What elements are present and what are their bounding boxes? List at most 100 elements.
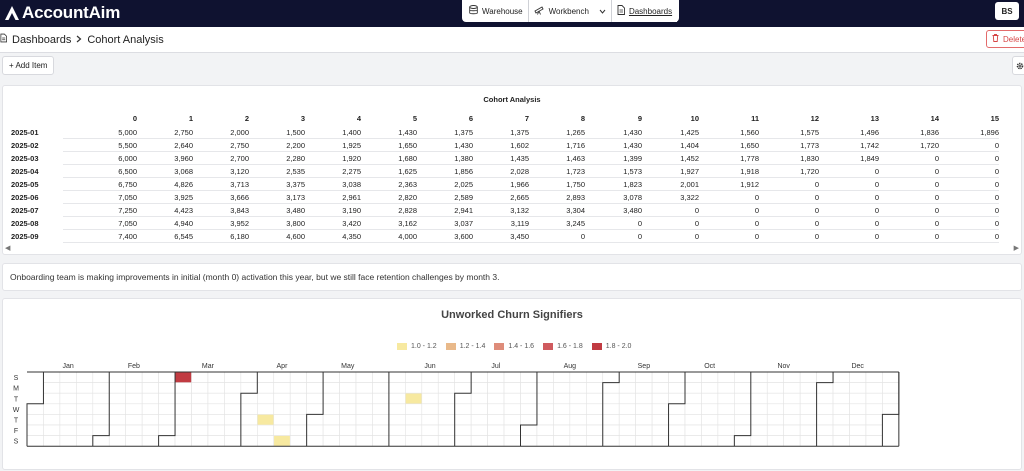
heatmap-day-cell[interactable] — [536, 382, 554, 394]
heatmap-day-cell[interactable] — [684, 414, 702, 426]
heatmap-day-cell[interactable] — [585, 392, 604, 405]
heatmap-day-cell[interactable] — [553, 371, 571, 383]
heatmap-day-cell[interactable] — [602, 403, 620, 415]
heatmap-day-cell[interactable] — [553, 382, 571, 394]
heatmap-value-cell[interactable] — [274, 435, 290, 446]
heatmap-day-cell[interactable] — [207, 424, 225, 436]
heatmap-day-cell[interactable] — [43, 382, 61, 394]
heatmap-day-cell[interactable] — [750, 382, 768, 394]
heatmap-day-cell[interactable] — [76, 424, 94, 436]
heatmap-day-cell[interactable] — [684, 403, 702, 415]
heatmap-day-cell[interactable] — [224, 414, 242, 426]
heatmap-day-cell[interactable] — [174, 414, 192, 426]
heatmap-day-cell[interactable] — [503, 414, 521, 426]
heatmap-day-cell[interactable] — [59, 414, 77, 426]
heatmap-day-cell[interactable] — [306, 414, 324, 426]
heatmap-day-cell[interactable] — [602, 392, 620, 405]
heatmap-day-cell[interactable] — [536, 435, 554, 447]
heatmap-day-cell[interactable] — [750, 424, 768, 436]
scroll-left-icon[interactable]: ◀ — [5, 245, 11, 252]
heatmap-day-cell[interactable] — [240, 424, 258, 436]
heatmap-day-cell[interactable] — [602, 382, 620, 394]
heatmap-value-cell[interactable] — [405, 393, 422, 404]
heatmap-day-cell[interactable] — [882, 403, 900, 415]
heatmap-day-cell[interactable] — [865, 414, 883, 426]
heatmap-day-cell[interactable] — [618, 382, 636, 394]
heatmap-day-cell[interactable] — [273, 414, 291, 426]
heatmap-day-cell[interactable] — [421, 435, 439, 447]
heatmap-day-cell[interactable] — [437, 382, 456, 394]
heatmap-day-cell[interactable] — [141, 392, 159, 405]
heatmap-day-cell[interactable] — [240, 403, 258, 415]
heatmap-day-cell[interactable] — [125, 392, 143, 405]
heatmap-day-cell[interactable] — [717, 392, 735, 405]
heatmap-day-cell[interactable] — [191, 403, 209, 415]
heatmap-day-cell[interactable] — [849, 435, 867, 447]
heatmap-day-cell[interactable] — [405, 424, 423, 436]
heatmap-day-cell[interactable] — [76, 403, 94, 415]
heatmap-day-cell[interactable] — [92, 392, 110, 405]
heatmap-day-cell[interactable] — [585, 382, 604, 394]
heatmap-day-cell[interactable] — [618, 435, 636, 447]
heatmap-day-cell[interactable] — [454, 435, 472, 447]
heatmap-day-cell[interactable] — [306, 392, 324, 405]
heatmap-day-cell[interactable] — [865, 435, 883, 447]
heatmap-day-cell[interactable] — [717, 435, 735, 447]
heatmap-day-cell[interactable] — [651, 403, 669, 415]
heatmap-day-cell[interactable] — [240, 414, 258, 426]
heatmap-day-cell[interactable] — [585, 435, 604, 447]
heatmap-day-cell[interactable] — [125, 414, 143, 426]
heatmap-day-cell[interactable] — [355, 435, 373, 447]
heatmap-day-cell[interactable] — [487, 424, 505, 436]
heatmap-day-cell[interactable] — [536, 403, 554, 415]
heatmap-day-cell[interactable] — [421, 414, 439, 426]
heatmap-day-cell[interactable] — [865, 403, 883, 415]
nav-workbench[interactable]: Workbench — [529, 0, 594, 22]
heatmap-day-cell[interactable] — [585, 403, 604, 415]
heatmap-day-cell[interactable] — [668, 435, 686, 447]
heatmap-day-cell[interactable] — [865, 382, 883, 394]
heatmap-day-cell[interactable] — [816, 403, 834, 415]
heatmap-day-cell[interactable] — [76, 382, 94, 394]
heatmap-day-cell[interactable] — [569, 435, 587, 447]
heatmap-day-cell[interactable] — [553, 403, 571, 415]
heatmap-day-cell[interactable] — [520, 392, 538, 405]
heatmap-day-cell[interactable] — [602, 371, 620, 383]
heatmap-day-cell[interactable] — [108, 414, 127, 426]
heatmap-day-cell[interactable] — [224, 403, 242, 415]
heatmap-day-cell[interactable] — [174, 424, 192, 436]
heatmap-day-cell[interactable] — [536, 371, 554, 383]
heatmap-day-cell[interactable] — [339, 424, 357, 436]
legend-item[interactable]: 1.6 - 1.8 — [543, 343, 583, 350]
heatmap-day-cell[interactable] — [59, 403, 77, 415]
heatmap-day-cell[interactable] — [783, 414, 801, 426]
heatmap-day-cell[interactable] — [59, 382, 77, 394]
heatmap-day-cell[interactable] — [289, 414, 307, 426]
heatmap-day-cell[interactable] — [191, 371, 209, 383]
heatmap-day-cell[interactable] — [174, 403, 192, 415]
heatmap-day-cell[interactable] — [306, 424, 324, 436]
heatmap-day-cell[interactable] — [405, 382, 423, 394]
heatmap-day-cell[interactable] — [684, 392, 702, 405]
heatmap-day-cell[interactable] — [503, 392, 521, 405]
heatmap-day-cell[interactable] — [487, 414, 505, 426]
heatmap-day-cell[interactable] — [454, 414, 472, 426]
heatmap-day-cell[interactable] — [701, 371, 719, 383]
heatmap-day-cell[interactable] — [59, 371, 77, 383]
heatmap-day-cell[interactable] — [750, 371, 768, 383]
heatmap-day-cell[interactable] — [273, 403, 291, 415]
heatmap-day-cell[interactable] — [224, 424, 242, 436]
heatmap-day-cell[interactable] — [322, 435, 340, 447]
heatmap-day-cell[interactable] — [569, 392, 587, 405]
heatmap-day-cell[interactable] — [125, 403, 143, 415]
heatmap-day-cell[interactable] — [43, 403, 61, 415]
heatmap-day-cell[interactable] — [355, 392, 373, 405]
heatmap-day-cell[interactable] — [701, 414, 719, 426]
heatmap-day-cell[interactable] — [816, 435, 834, 447]
heatmap-day-cell[interactable] — [125, 382, 143, 394]
heatmap-day-cell[interactable] — [355, 371, 373, 383]
heatmap-day-cell[interactable] — [108, 403, 127, 415]
heatmap-day-cell[interactable] — [158, 371, 176, 383]
heatmap-day-cell[interactable] — [569, 414, 587, 426]
heatmap-day-cell[interactable] — [26, 414, 44, 426]
